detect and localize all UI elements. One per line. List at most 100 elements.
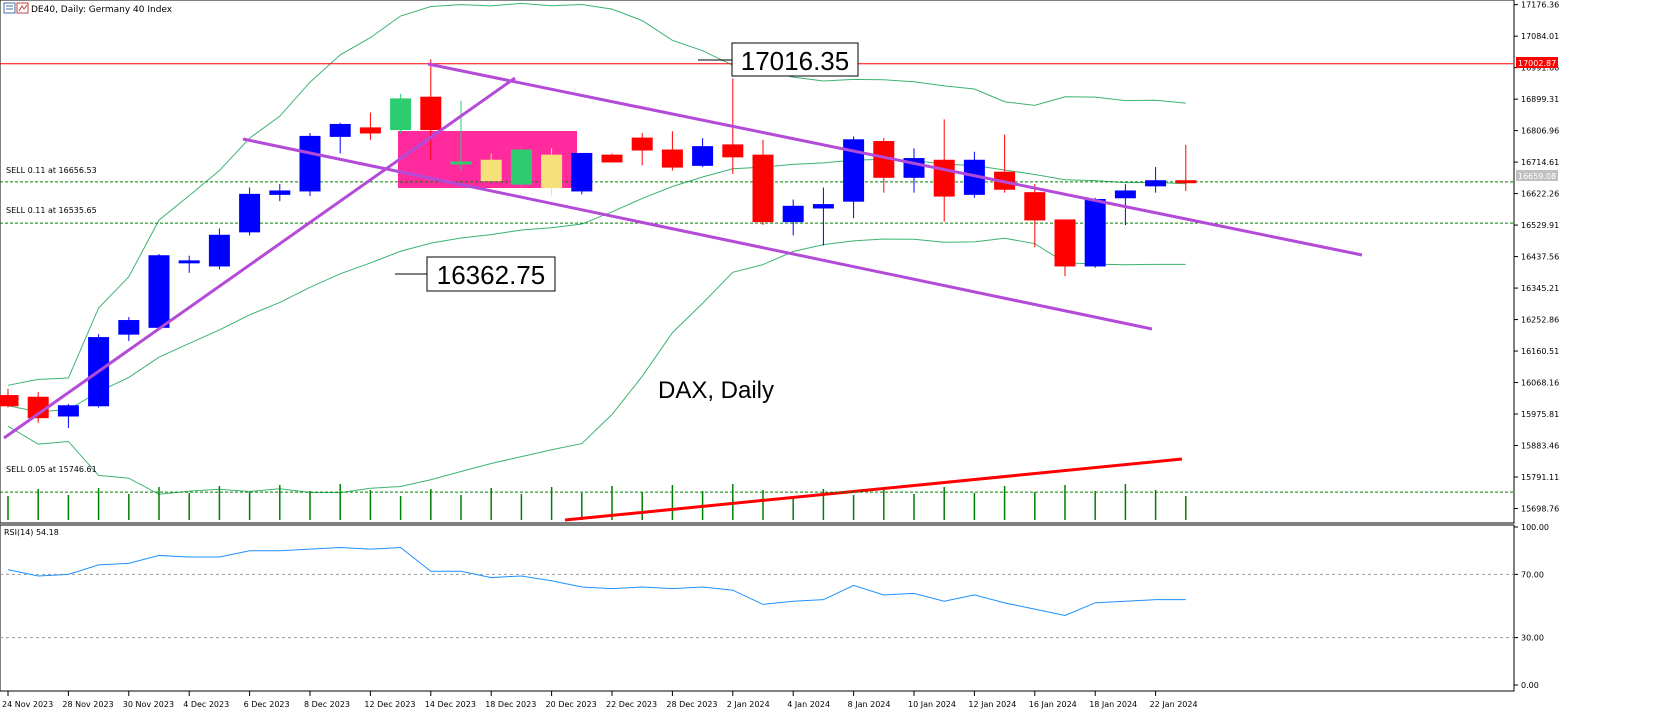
candle-body <box>1054 219 1076 267</box>
candles <box>0 59 1197 428</box>
candle-body <box>933 159 955 197</box>
high-label-box <box>731 42 859 77</box>
y-tick-label: 17084.01 <box>1521 32 1559 41</box>
x-tick-label: 14 Dec 2023 <box>425 700 476 709</box>
y-tick-label: 17176.36 <box>1521 1 1559 10</box>
main-panel-frame <box>0 0 1515 524</box>
rsi-axis: 100.00 70.00 30.00 0.00 <box>1514 523 1549 690</box>
x-tick-label: 12 Dec 2023 <box>364 700 415 709</box>
candle-body <box>269 190 291 195</box>
candle-body <box>843 139 865 202</box>
bb-lower-line <box>7 237 1186 495</box>
candle-body <box>661 149 683 168</box>
y-tick-label: 16899.31 <box>1521 95 1559 104</box>
rsi-panel-frame <box>0 524 1515 692</box>
candle-body <box>812 204 834 209</box>
price-axis: 17176.36 17084.01 16991.66 16899.31 16806.96… <box>1514 1 1559 513</box>
y-tick-label: 16714.61 <box>1521 158 1559 167</box>
chart-type-icon[interactable] <box>16 2 29 14</box>
current-price-tag-text: 16659.08 <box>1518 172 1556 181</box>
y-tick-label: 15791.11 <box>1521 473 1559 482</box>
time-axis: 24 Nov 2023 28 Nov 2023 30 Nov 2023 4 Dec 2… <box>2 691 1198 709</box>
x-tick-label: 30 Nov 2023 <box>123 700 174 709</box>
y-tick-label: 16529.91 <box>1521 221 1559 230</box>
candle-body <box>541 154 563 189</box>
candle-body <box>148 255 170 328</box>
rsi-tick-label: 0.00 <box>1521 681 1539 690</box>
volume-bars <box>7 457 1187 522</box>
candle-body <box>57 405 79 417</box>
candle-body <box>571 152 593 192</box>
channel-lower-line <box>242 137 1153 331</box>
horizontal-levels <box>0 63 1514 493</box>
candle-body <box>1084 198 1106 267</box>
x-tick-label: 8 Dec 2023 <box>304 700 350 709</box>
y-tick-label: 16252.86 <box>1521 316 1559 325</box>
y-tick-label: 16806.96 <box>1521 127 1559 136</box>
current-price-tag <box>1516 170 1558 181</box>
y-tick-label: 16991.66 <box>1521 64 1559 73</box>
x-tick-label: 18 Jan 2024 <box>1089 700 1137 709</box>
candle-body <box>420 96 442 131</box>
x-tick-label: 24 Nov 2023 <box>2 700 53 709</box>
rsi-tick-label: 70.00 <box>1521 570 1544 579</box>
chart-type-icon-glyph <box>18 4 28 12</box>
candle-body <box>782 205 804 223</box>
x-tick-label: 2 Jan 2024 <box>727 700 770 709</box>
candle-body <box>329 123 351 137</box>
x-tick-label: 28 Dec 2023 <box>666 700 717 709</box>
candle-body <box>692 146 714 166</box>
rsi-line <box>7 547 1186 617</box>
low-label: 16362.75 <box>437 260 545 290</box>
hline-price-tag-text: 17002.87 <box>1518 59 1556 68</box>
hline-price-tag <box>1516 57 1558 68</box>
candle-body <box>359 127 381 134</box>
y-tick-label: 16068.16 <box>1521 379 1559 388</box>
low-label-box <box>426 256 556 292</box>
y-tick-label: 15698.76 <box>1521 504 1559 513</box>
y-tick-label: 16622.26 <box>1521 190 1559 199</box>
x-tick-label: 22 Jan 2024 <box>1150 700 1198 709</box>
bb-middle-line <box>7 158 1186 413</box>
x-tick-label: 8 Jan 2024 <box>848 700 891 709</box>
chart-title: DE40, Daily: Germany 40 Index <box>31 5 173 15</box>
candle-body <box>178 260 200 264</box>
x-tick-label: 6 Dec 2023 <box>244 700 290 709</box>
x-tick-label: 28 Nov 2023 <box>62 700 113 709</box>
rsi-label: RSI(14) 54.18 <box>4 528 59 537</box>
x-tick-label: 20 Dec 2023 <box>546 700 597 709</box>
x-tick-label: 16 Jan 2024 <box>1029 700 1077 709</box>
candle-body <box>722 144 744 158</box>
y-tick-label: 16437.56 <box>1521 253 1559 262</box>
bb-upper-line <box>7 2 1186 386</box>
candle-body <box>239 193 261 233</box>
x-tick-label: 18 Dec 2023 <box>485 700 536 709</box>
x-tick-label: 10 Jan 2024 <box>908 700 956 709</box>
x-tick-label: 4 Jan 2024 <box>787 700 830 709</box>
bollinger-bands <box>7 2 1186 495</box>
candle-body <box>0 395 19 407</box>
candle-body <box>1175 180 1197 184</box>
y-tick-label: 15975.81 <box>1521 410 1559 419</box>
candle-body <box>480 159 502 182</box>
high-label: 17016.35 <box>741 46 849 76</box>
trendlines <box>3 62 1363 440</box>
candle-body <box>450 161 472 165</box>
candle-body <box>510 149 532 185</box>
y-tick-label: 16345.21 <box>1521 284 1559 293</box>
candle-body <box>752 154 774 223</box>
x-tick-label: 4 Dec 2023 <box>183 700 229 709</box>
candle-body <box>1145 180 1167 187</box>
watermark-text: DAX, Daily <box>658 377 774 404</box>
menu-icon[interactable] <box>3 2 16 14</box>
sell-order-label-2: SELL 0.11 at 16535.65 <box>6 206 97 215</box>
y-tick-label: 15883.46 <box>1521 442 1559 451</box>
uptrend-line <box>3 76 516 440</box>
sell-order-label-3: SELL 0.05 at 15746.61 <box>6 465 97 474</box>
volume-trendline <box>564 457 1183 522</box>
x-tick-label: 12 Jan 2024 <box>968 700 1016 709</box>
candle-body <box>208 234 230 267</box>
candle-body <box>631 137 653 151</box>
candle-body <box>118 320 140 335</box>
